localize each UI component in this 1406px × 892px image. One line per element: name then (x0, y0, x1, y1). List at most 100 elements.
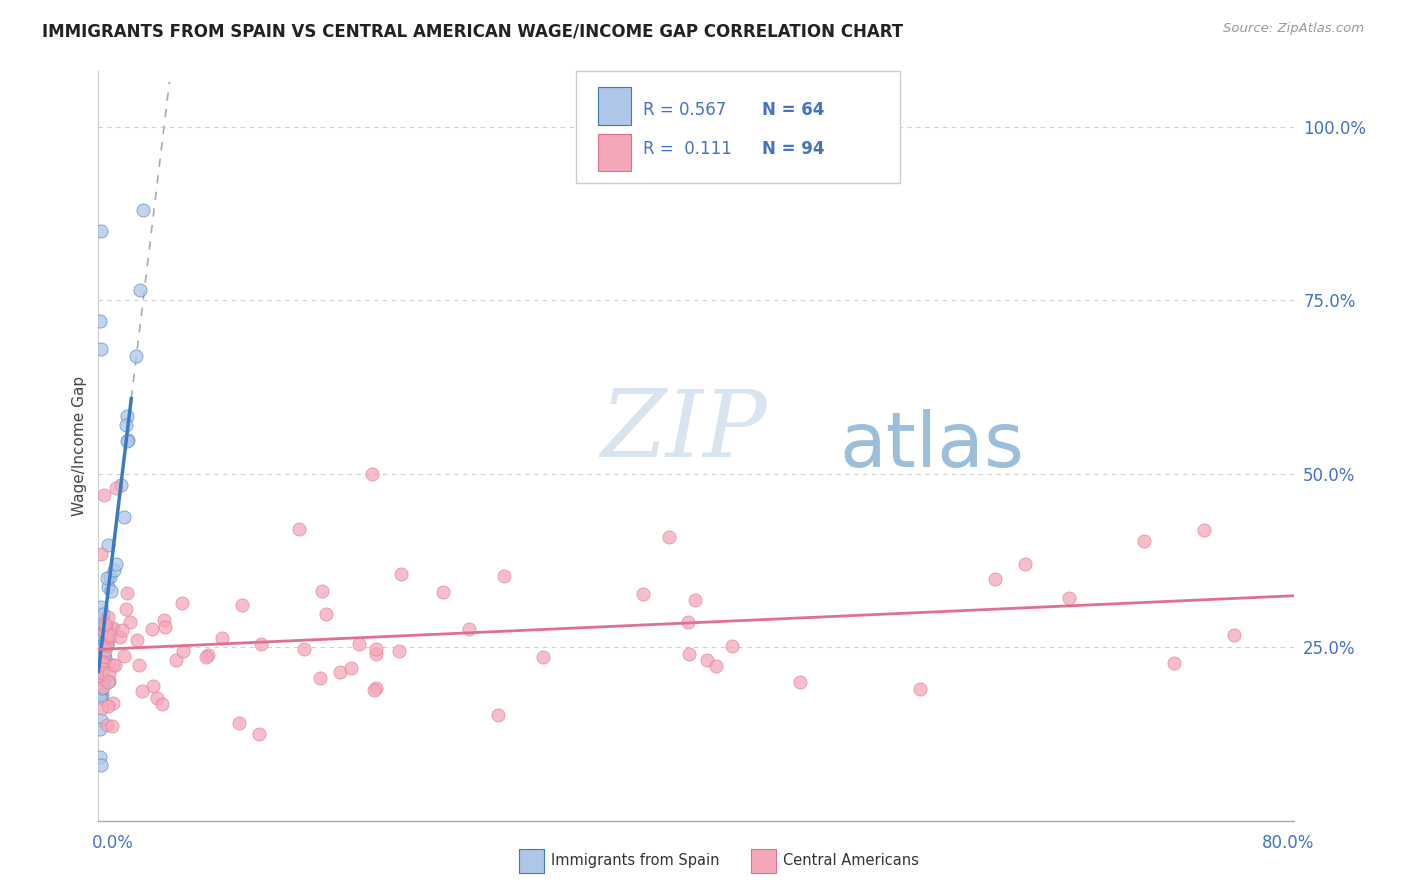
Point (117, 586, 139, 600)
Point (93, 625, 115, 640)
Point (720, 639, 742, 653)
Point (94, 643, 117, 657)
Point (96, 620, 118, 634)
Point (93, 487, 115, 501)
Point (93, 657, 115, 671)
Point (93, 624, 115, 639)
Point (91, 662, 114, 676)
Point (247, 726, 270, 740)
Point (97, 580, 120, 594)
Point (97, 674, 120, 689)
Text: Source: ZipAtlas.com: Source: ZipAtlas.com (1223, 22, 1364, 36)
Point (91, 681, 114, 696)
Point (458, 622, 481, 636)
Point (101, 696, 124, 710)
Point (1223, 628, 1246, 642)
Point (97, 698, 120, 713)
Point (94, 635, 117, 649)
Point (366, 647, 388, 661)
Point (90, 758, 112, 772)
Point (197, 648, 219, 662)
Point (105, 481, 128, 495)
Point (90, 713, 112, 727)
Point (97, 610, 120, 624)
Point (91, 655, 114, 669)
Point (389, 567, 412, 582)
Point (89, 749, 111, 764)
Point (1014, 557, 1036, 571)
Point (97, 673, 120, 688)
Point (329, 665, 352, 679)
Point (706, 658, 728, 673)
Point (492, 569, 515, 583)
Point (108, 630, 131, 644)
Point (96, 571, 118, 585)
Point (89, 674, 111, 689)
Point (90, 632, 112, 646)
Point (127, 632, 149, 647)
Point (194, 649, 217, 664)
Point (89, 671, 111, 685)
Point (432, 585, 454, 599)
Point (347, 637, 370, 651)
Point (89, 621, 111, 635)
Point (90, 599, 112, 614)
Point (1133, 533, 1156, 548)
Text: ZIP: ZIP (600, 386, 768, 476)
Point (98, 628, 121, 642)
Point (94, 651, 117, 665)
Point (146, 691, 169, 706)
Point (153, 619, 176, 633)
Point (364, 642, 387, 657)
Point (89, 635, 111, 649)
Point (89, 662, 111, 676)
Point (288, 522, 311, 536)
Point (90, 663, 112, 677)
Text: N = 94: N = 94 (762, 140, 824, 158)
Text: N = 64: N = 64 (762, 101, 824, 119)
Point (340, 661, 363, 675)
Point (364, 681, 387, 696)
Point (363, 682, 385, 697)
Y-axis label: Wage/Income Gap: Wage/Income Gap (72, 376, 87, 516)
Point (90, 627, 112, 641)
Point (90, 675, 112, 690)
Text: IMMIGRANTS FROM SPAIN VS CENTRAL AMERICAN WAGE/INCOME GAP CORRELATION CHART: IMMIGRANTS FROM SPAIN VS CENTRAL AMERICA… (42, 22, 903, 40)
Point (91, 680, 114, 694)
Point (231, 598, 253, 612)
Point (101, 658, 124, 673)
Point (93, 673, 115, 687)
Point (101, 719, 124, 733)
Point (96, 638, 118, 652)
Point (631, 587, 654, 601)
Text: Central Americans: Central Americans (783, 854, 920, 868)
Point (250, 637, 273, 651)
Text: R = 0.567: R = 0.567 (643, 101, 725, 119)
Point (94, 617, 117, 632)
Point (128, 657, 150, 672)
Point (131, 683, 153, 698)
Point (142, 679, 165, 693)
Text: atlas: atlas (839, 409, 1024, 483)
Point (112, 648, 135, 663)
Point (91, 644, 114, 658)
Point (90, 224, 112, 238)
Point (100, 584, 122, 599)
Point (1192, 523, 1215, 537)
Point (97, 665, 120, 680)
Point (678, 615, 700, 629)
Point (141, 622, 163, 636)
Text: 0.0%: 0.0% (91, 834, 134, 852)
Point (103, 563, 125, 577)
Point (908, 682, 931, 697)
Point (98, 570, 121, 584)
Point (89, 660, 111, 674)
Point (105, 557, 128, 571)
Point (89, 666, 111, 681)
Point (658, 530, 681, 544)
Point (98, 630, 121, 644)
Point (96, 639, 118, 653)
Point (228, 715, 250, 730)
Point (311, 583, 333, 598)
Point (89, 641, 111, 656)
